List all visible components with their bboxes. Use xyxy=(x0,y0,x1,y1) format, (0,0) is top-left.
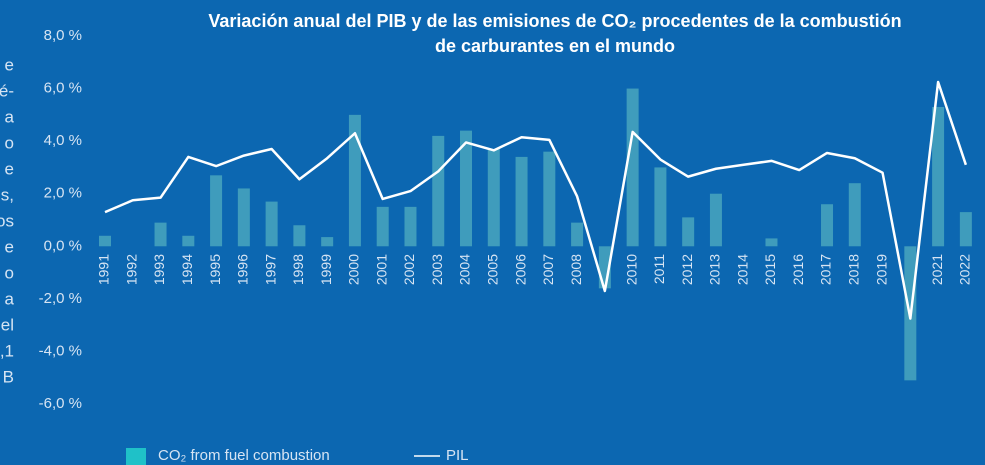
chart-title: Variación anual del PIB y de las emision… xyxy=(208,11,901,31)
x-tick-label: 2001 xyxy=(373,254,389,285)
x-tick-label: 2000 xyxy=(346,254,362,285)
x-tick-label: 2015 xyxy=(762,254,778,285)
bar xyxy=(376,206,389,247)
bar xyxy=(265,201,278,247)
bar xyxy=(404,206,417,247)
y-tick-label: 4,0 % xyxy=(44,132,82,149)
side-text: a xyxy=(5,107,15,126)
side-text: el xyxy=(1,315,14,334)
x-tick-label: 1994 xyxy=(179,254,195,285)
bar xyxy=(210,175,223,247)
side-text: o xyxy=(5,133,14,152)
x-tick-label: 2014 xyxy=(734,254,750,285)
x-tick-label: 2016 xyxy=(790,254,806,285)
x-tick-label: 2008 xyxy=(568,254,584,285)
y-tick-label: 0,0 % xyxy=(44,237,82,254)
side-text: os xyxy=(0,211,14,230)
bar xyxy=(626,88,639,247)
bar xyxy=(848,183,861,247)
bar xyxy=(293,225,306,247)
bar xyxy=(182,235,195,247)
bar xyxy=(682,217,695,247)
side-text: B xyxy=(3,367,14,386)
x-tick-label: 2002 xyxy=(401,254,417,285)
side-text: e xyxy=(5,159,14,178)
side-text: s, xyxy=(1,185,14,204)
bar xyxy=(321,237,334,247)
x-tick-label: 1995 xyxy=(207,254,223,285)
x-tick-label: 2010 xyxy=(623,254,639,285)
x-tick-label: 2022 xyxy=(957,254,973,285)
bar xyxy=(959,212,972,247)
legend-label: PIL xyxy=(446,447,469,464)
x-tick-label: 2007 xyxy=(540,254,556,285)
x-tick-label: 1999 xyxy=(318,254,334,285)
bar xyxy=(154,222,167,247)
legend-swatch xyxy=(126,448,146,465)
y-tick-label: 6,0 % xyxy=(44,80,82,97)
bar xyxy=(765,238,778,247)
y-tick-label: -4,0 % xyxy=(39,342,82,359)
x-tick-label: 1996 xyxy=(235,254,251,285)
bar xyxy=(487,149,500,247)
x-tick-label: 2021 xyxy=(929,254,945,285)
x-tick-label: 2003 xyxy=(429,254,445,285)
line xyxy=(104,80,968,320)
bar xyxy=(348,114,361,247)
y-tick-label: 2,0 % xyxy=(44,185,82,202)
bar xyxy=(571,222,584,247)
y-tick-label: 8,0 % xyxy=(44,27,82,44)
x-tick-label: 1993 xyxy=(151,254,167,285)
chart-title: de carburantes en el mundo xyxy=(435,36,675,56)
side-text: ,1 xyxy=(0,341,14,360)
x-tick-label: 2018 xyxy=(845,254,861,285)
x-tick-label: 1998 xyxy=(290,254,306,285)
x-tick-label: 1991 xyxy=(96,254,112,285)
y-tick-label: -6,0 % xyxy=(39,395,82,412)
legend-label: CO₂ from fuel combustion xyxy=(158,447,330,464)
bar xyxy=(99,235,111,247)
bar xyxy=(460,130,473,247)
bar xyxy=(237,188,250,247)
side-text: o xyxy=(5,263,14,282)
x-tick-label: 1997 xyxy=(262,254,278,285)
bar xyxy=(821,204,834,247)
bar xyxy=(654,167,667,247)
x-tick-label: 2005 xyxy=(484,254,500,285)
y-tick-label: -2,0 % xyxy=(39,290,82,307)
x-tick-label: 2012 xyxy=(679,254,695,285)
bar xyxy=(432,135,445,247)
side-text: e xyxy=(5,237,14,256)
side-text: a xyxy=(5,289,15,308)
bar xyxy=(515,156,528,247)
bar xyxy=(543,151,556,247)
x-tick-label: 2011 xyxy=(651,254,667,284)
x-tick-label: 1992 xyxy=(123,254,139,285)
bar xyxy=(932,106,945,247)
bar xyxy=(709,193,722,247)
side-text: é- xyxy=(0,81,14,100)
x-tick-label: 2004 xyxy=(457,254,473,285)
x-tick-label: 2019 xyxy=(873,254,889,285)
side-text: e xyxy=(5,55,14,74)
x-tick-label: 2006 xyxy=(512,254,528,285)
x-tick-label: 2017 xyxy=(818,254,834,285)
x-tick-label: 2013 xyxy=(707,254,723,285)
